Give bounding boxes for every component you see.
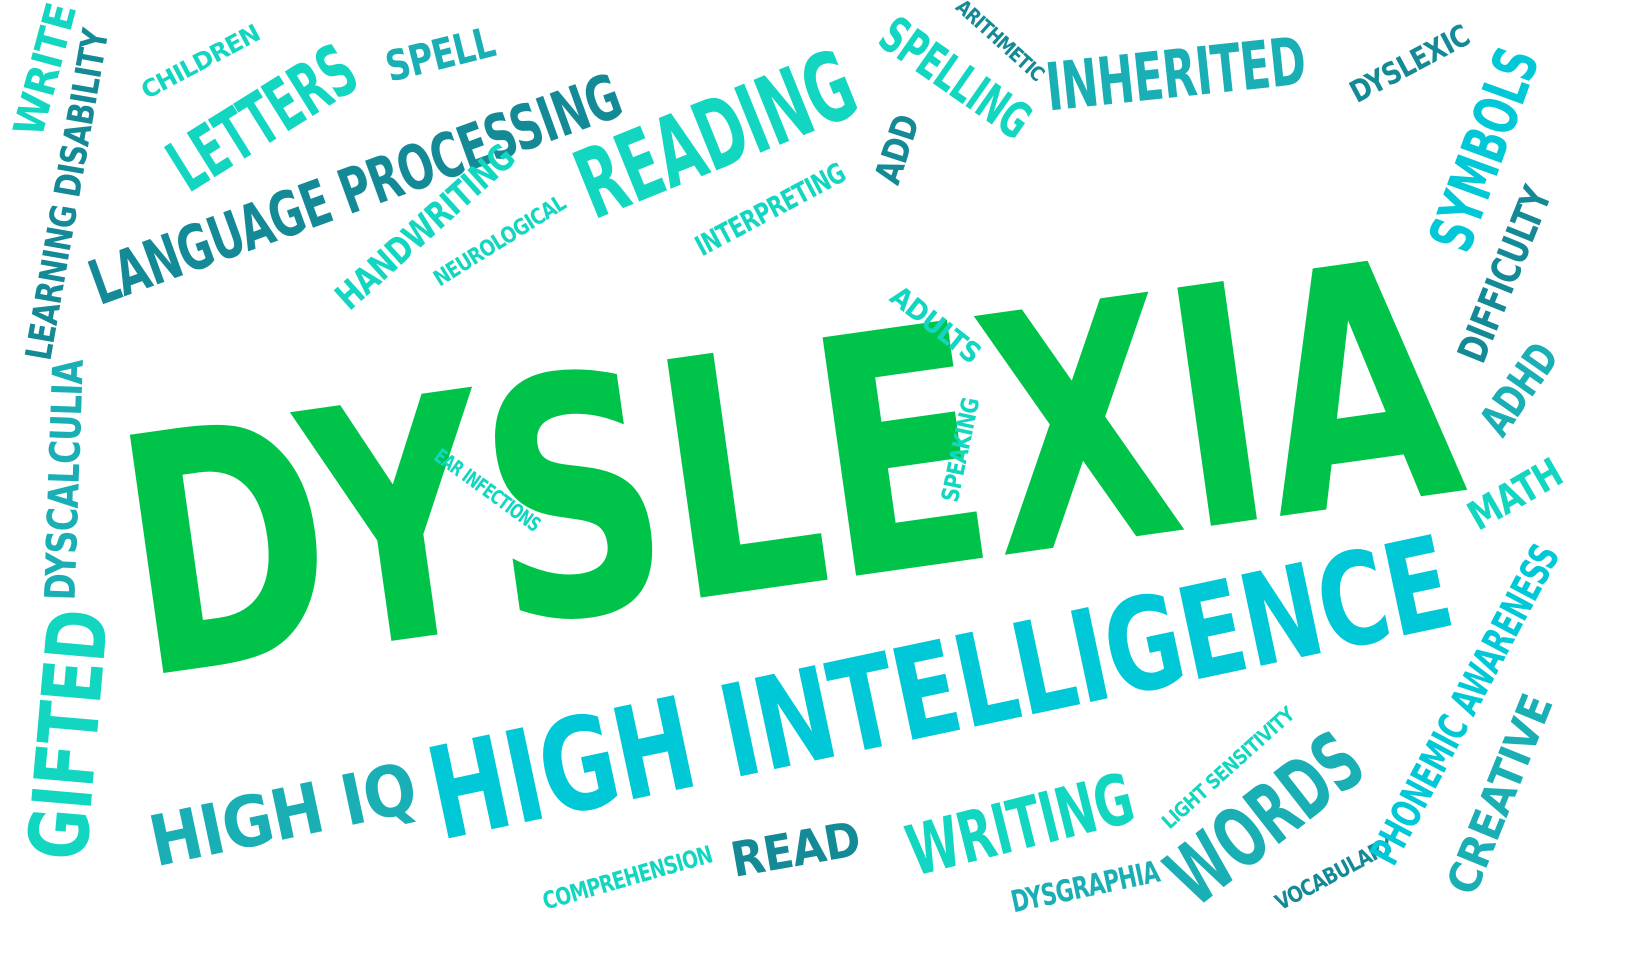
word-read: READ xyxy=(726,811,864,889)
word-spell: SPELL xyxy=(380,17,500,92)
word-add: ADD xyxy=(867,110,928,190)
word-reading: READING xyxy=(559,28,871,242)
word-dysgraphia: DYSGRAPHIA xyxy=(1007,854,1163,921)
word-inherited: INHERITED xyxy=(1041,22,1309,127)
word-comprehension: COMPREHENSION xyxy=(538,840,715,916)
word-high-iq: HIGH IQ xyxy=(142,746,424,884)
word-gifted: GIFTED xyxy=(11,606,128,864)
word-dyscalculia: DYSCALCULIA xyxy=(35,359,93,601)
word-dyslexic: DYSLEXIC xyxy=(1344,18,1476,111)
word-math: MATH xyxy=(1460,449,1571,541)
